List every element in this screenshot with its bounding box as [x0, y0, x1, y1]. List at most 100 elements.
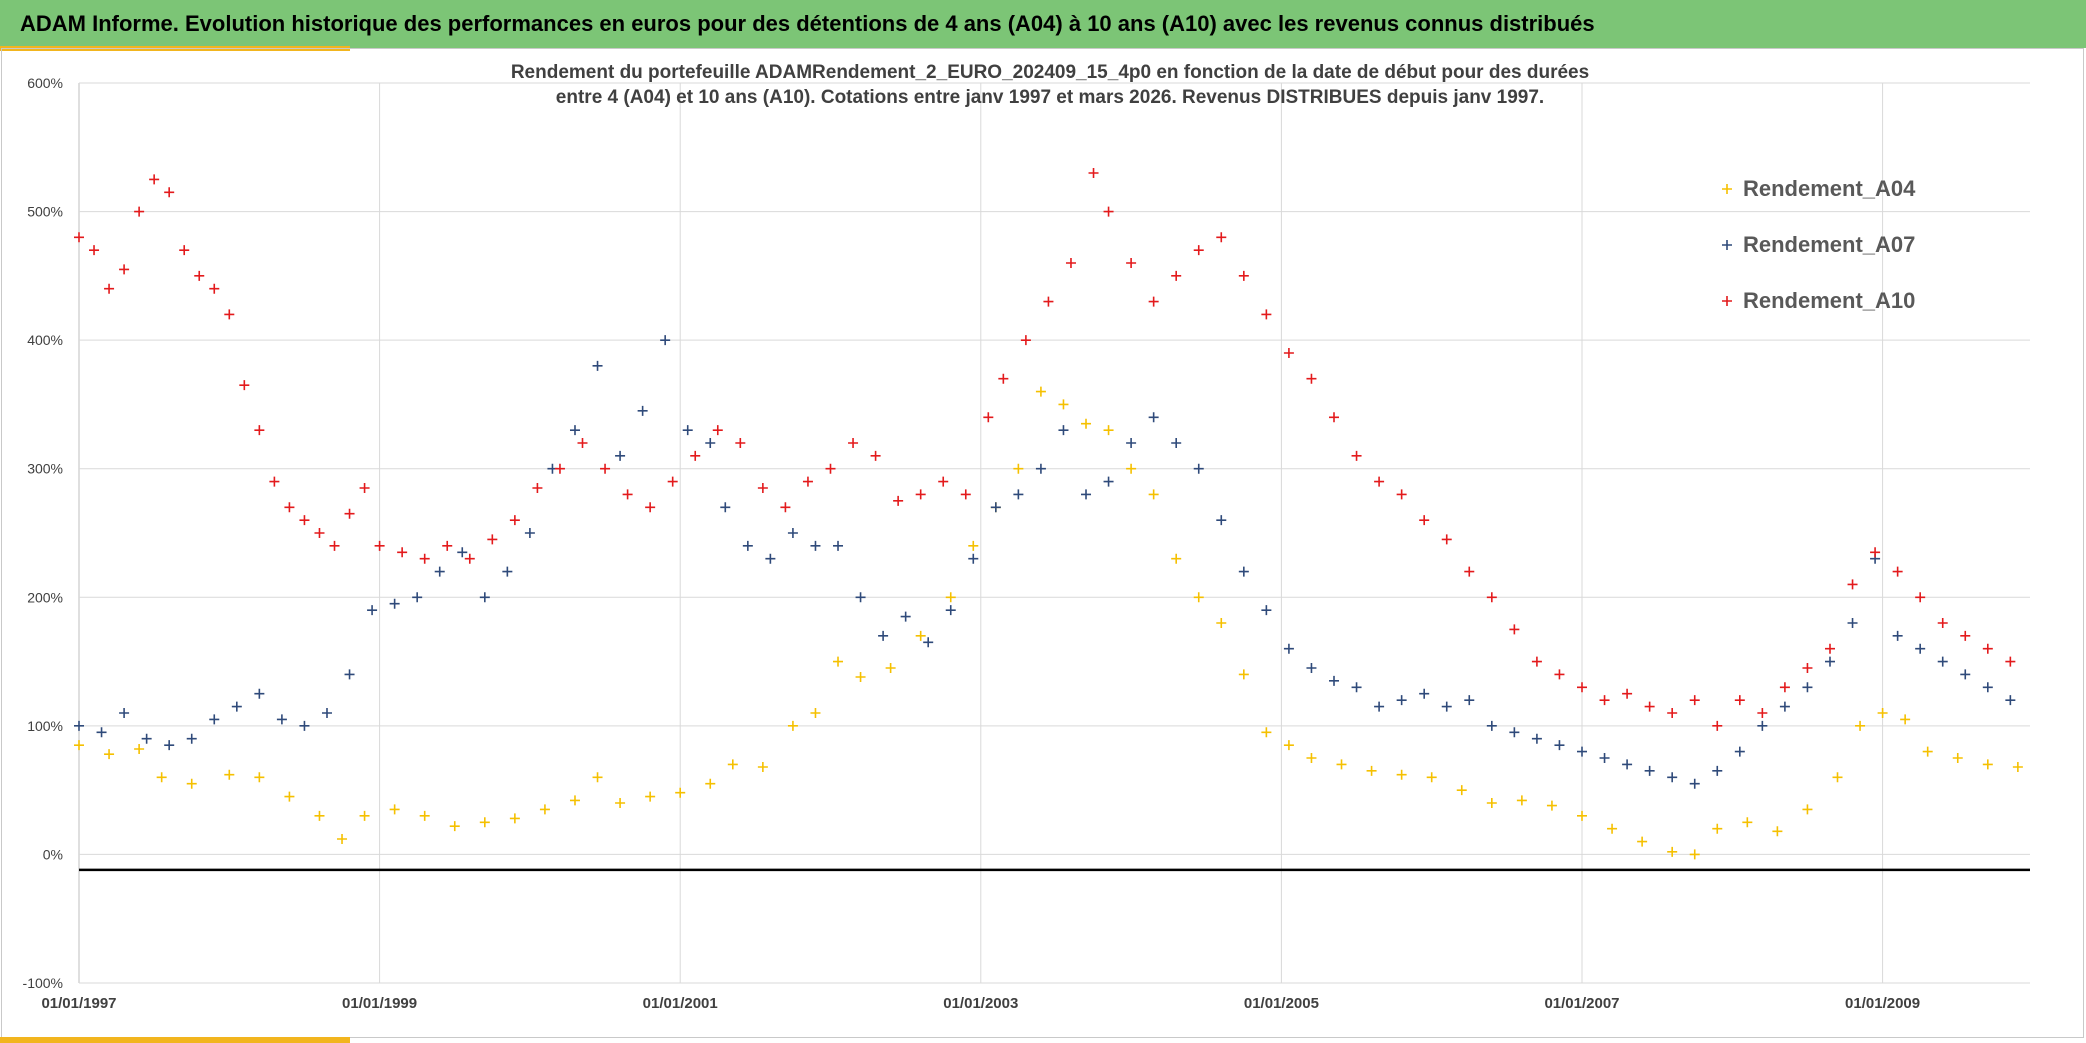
- data-point: [1509, 727, 1520, 738]
- data-point: [1441, 534, 1452, 545]
- data-point: [1779, 682, 1790, 693]
- data-point: [1599, 695, 1610, 706]
- data-point: [915, 630, 926, 641]
- data-point: [1622, 759, 1633, 770]
- title-banner: ADAM Informe. Evolution historique des p…: [0, 0, 2086, 48]
- data-point: [321, 708, 332, 718]
- data-point: [96, 727, 107, 738]
- data-point: [1546, 800, 1557, 811]
- data-point: [419, 810, 430, 821]
- data-point: [74, 720, 84, 731]
- y-tick-label: 300%: [27, 461, 63, 477]
- data-point: [464, 553, 475, 564]
- data-point: [870, 450, 881, 461]
- data-point: [1351, 450, 1362, 461]
- data-point: [637, 405, 648, 416]
- data-point: [1509, 624, 1520, 635]
- data-point: [1126, 258, 1137, 268]
- data-point: [810, 708, 821, 718]
- data-point: [1216, 232, 1227, 243]
- data-point: [1020, 335, 1031, 346]
- legend-marker: [1722, 296, 1732, 306]
- data-point: [1486, 592, 1497, 603]
- data-point: [705, 438, 716, 448]
- data-point: [915, 489, 926, 500]
- data-point: [284, 791, 295, 802]
- data-point: [1043, 296, 1054, 307]
- data-point: [1915, 592, 1926, 603]
- y-tick-label: 100%: [27, 718, 63, 734]
- data-point: [74, 232, 84, 243]
- data-point: [1261, 309, 1272, 320]
- data-point: [660, 335, 671, 346]
- data-point: [374, 540, 385, 551]
- data-point: [1088, 168, 1099, 178]
- data-point: [186, 733, 197, 744]
- x-tick-label: 01/01/2007: [1544, 995, 1619, 1012]
- data-point: [923, 637, 934, 648]
- data-point: [1637, 836, 1648, 847]
- data-point: [449, 821, 460, 832]
- data-point: [810, 540, 821, 551]
- data-point: [1193, 463, 1204, 474]
- data-point: [344, 669, 355, 680]
- data-point: [968, 540, 979, 551]
- data-point: [134, 744, 145, 754]
- data-point: [855, 592, 866, 603]
- data-point: [314, 810, 325, 821]
- data-point: [2005, 695, 2016, 706]
- data-point: [893, 495, 904, 506]
- data-point: [1486, 720, 1497, 731]
- data-point: [938, 476, 949, 487]
- series-rendement_a04: [74, 386, 2023, 860]
- data-point: [299, 720, 310, 731]
- data-point: [74, 740, 84, 751]
- data-point: [479, 817, 490, 828]
- data-point: [532, 483, 543, 493]
- data-point: [968, 553, 979, 564]
- data-point: [1824, 656, 1835, 667]
- data-point: [1937, 618, 1948, 628]
- accent-bar-bottom: [0, 1037, 350, 1043]
- data-point: [1982, 643, 1993, 654]
- data-point: [1779, 701, 1790, 712]
- data-point: [1742, 817, 1753, 828]
- data-point: [186, 778, 197, 789]
- data-point: [1847, 579, 1858, 590]
- data-point: [592, 772, 603, 783]
- data-point: [389, 804, 400, 815]
- data-point: [1667, 846, 1678, 857]
- data-point: [194, 270, 205, 281]
- data-point: [104, 749, 115, 760]
- data-point: [254, 688, 265, 699]
- data-point: [1366, 765, 1377, 776]
- x-tick-label: 01/01/2001: [643, 995, 718, 1012]
- data-point: [780, 502, 791, 513]
- data-point: [1892, 630, 1903, 641]
- data-point: [569, 795, 580, 806]
- data-point: [1554, 740, 1565, 751]
- data-point: [1013, 463, 1024, 474]
- data-point: [1441, 701, 1452, 712]
- data-point: [1306, 753, 1317, 763]
- data-point: [314, 528, 325, 538]
- data-point: [900, 611, 911, 622]
- data-point: [1892, 566, 1903, 577]
- data-point: [1622, 688, 1633, 699]
- data-point: [1261, 727, 1272, 738]
- data-point: [1667, 772, 1678, 783]
- data-point: [1734, 746, 1745, 757]
- data-point: [209, 714, 220, 725]
- y-tick-label: 200%: [27, 589, 63, 605]
- data-point: [735, 438, 746, 448]
- data-point: [509, 813, 520, 824]
- data-point: [224, 309, 235, 320]
- report-title: ADAM Informe. Evolution historique des p…: [20, 11, 1595, 36]
- data-point: [397, 547, 408, 558]
- data-point: [622, 489, 633, 500]
- data-point: [119, 264, 130, 275]
- data-point: [1486, 798, 1497, 808]
- y-tick-label: -100%: [23, 975, 63, 991]
- data-point: [1952, 753, 1963, 763]
- data-point: [690, 450, 701, 461]
